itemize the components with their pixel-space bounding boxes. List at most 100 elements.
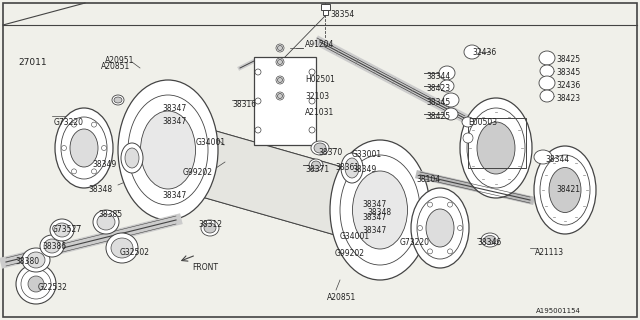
Ellipse shape [54,223,70,237]
Text: 38425: 38425 [426,112,450,121]
Ellipse shape [278,45,282,51]
Ellipse shape [27,252,45,268]
Text: 38349: 38349 [352,165,376,174]
Ellipse shape [309,98,315,104]
Text: 38347: 38347 [162,104,186,113]
Ellipse shape [255,127,261,133]
Ellipse shape [484,236,496,244]
Ellipse shape [55,108,113,188]
Text: 38423: 38423 [556,94,580,103]
Ellipse shape [106,233,138,263]
Ellipse shape [92,169,97,174]
Ellipse shape [481,233,499,247]
Ellipse shape [128,95,208,205]
Text: 38361: 38361 [335,163,359,172]
Text: 38385: 38385 [98,210,122,219]
Polygon shape [160,115,370,245]
Ellipse shape [44,239,60,253]
Ellipse shape [121,143,143,173]
Text: G73220: G73220 [54,118,84,127]
Ellipse shape [353,171,408,249]
Text: 38421: 38421 [556,185,580,194]
Text: A195001154: A195001154 [536,308,581,314]
Ellipse shape [278,77,282,83]
Ellipse shape [417,197,463,259]
Ellipse shape [443,93,459,107]
Text: E00503: E00503 [468,118,497,127]
Ellipse shape [447,202,452,207]
Ellipse shape [40,235,64,257]
Ellipse shape [463,133,473,143]
Ellipse shape [22,248,50,272]
Ellipse shape [311,141,329,155]
Text: FRONT: FRONT [192,263,218,272]
Ellipse shape [314,143,326,153]
Text: 38348: 38348 [367,208,391,217]
Ellipse shape [428,202,433,207]
Text: 38347: 38347 [162,117,186,126]
Text: 38316: 38316 [232,100,256,109]
Ellipse shape [21,269,51,299]
Text: 38345: 38345 [426,98,451,107]
Ellipse shape [411,188,469,268]
Ellipse shape [460,98,532,198]
Ellipse shape [444,108,458,120]
Bar [323,10,328,15]
Bar [321,4,330,10]
Ellipse shape [540,65,554,77]
Ellipse shape [426,209,454,247]
Text: 38425: 38425 [556,55,580,64]
Ellipse shape [312,161,321,169]
Text: 38347: 38347 [162,191,186,200]
Ellipse shape [309,159,323,171]
Text: 38312: 38312 [198,220,222,229]
Text: 38346: 38346 [477,238,501,247]
Text: G22532: G22532 [38,283,68,292]
Text: 38423: 38423 [426,84,450,93]
Text: A20851: A20851 [101,62,131,71]
Text: 38344: 38344 [426,72,451,81]
Ellipse shape [72,122,77,127]
Text: 38344: 38344 [545,155,569,164]
Ellipse shape [204,223,216,233]
Text: G34001: G34001 [196,138,226,147]
Ellipse shape [417,226,422,230]
Ellipse shape [458,226,463,230]
Text: A21031: A21031 [305,108,334,117]
Ellipse shape [201,220,219,236]
Text: 32436: 32436 [472,48,496,57]
Ellipse shape [309,69,315,75]
Ellipse shape [309,127,315,133]
Text: 38347: 38347 [362,213,387,222]
Ellipse shape [114,97,122,103]
Ellipse shape [276,44,284,52]
Text: 32103: 32103 [305,92,329,101]
Text: G73527: G73527 [52,225,82,234]
Ellipse shape [72,169,77,174]
Ellipse shape [477,122,515,174]
Text: A21113: A21113 [535,248,564,257]
Ellipse shape [540,90,554,102]
Ellipse shape [92,122,97,127]
Bar [254,57,316,145]
Ellipse shape [439,66,455,80]
Bar [468,118,526,168]
Ellipse shape [112,95,124,105]
Text: G32502: G32502 [120,248,150,257]
Ellipse shape [539,76,555,90]
Ellipse shape [97,214,115,230]
Text: G73220: G73220 [400,238,430,247]
Ellipse shape [467,108,525,188]
Ellipse shape [278,60,282,65]
Text: 38371: 38371 [305,165,329,174]
Ellipse shape [540,155,590,225]
Ellipse shape [118,80,218,220]
Ellipse shape [278,93,282,99]
Text: G34001: G34001 [340,232,370,241]
Text: G99202: G99202 [183,168,213,177]
Text: 38347: 38347 [362,200,387,209]
Ellipse shape [534,150,552,164]
Ellipse shape [141,111,195,189]
Text: 27011: 27011 [18,58,47,67]
Ellipse shape [345,158,359,178]
